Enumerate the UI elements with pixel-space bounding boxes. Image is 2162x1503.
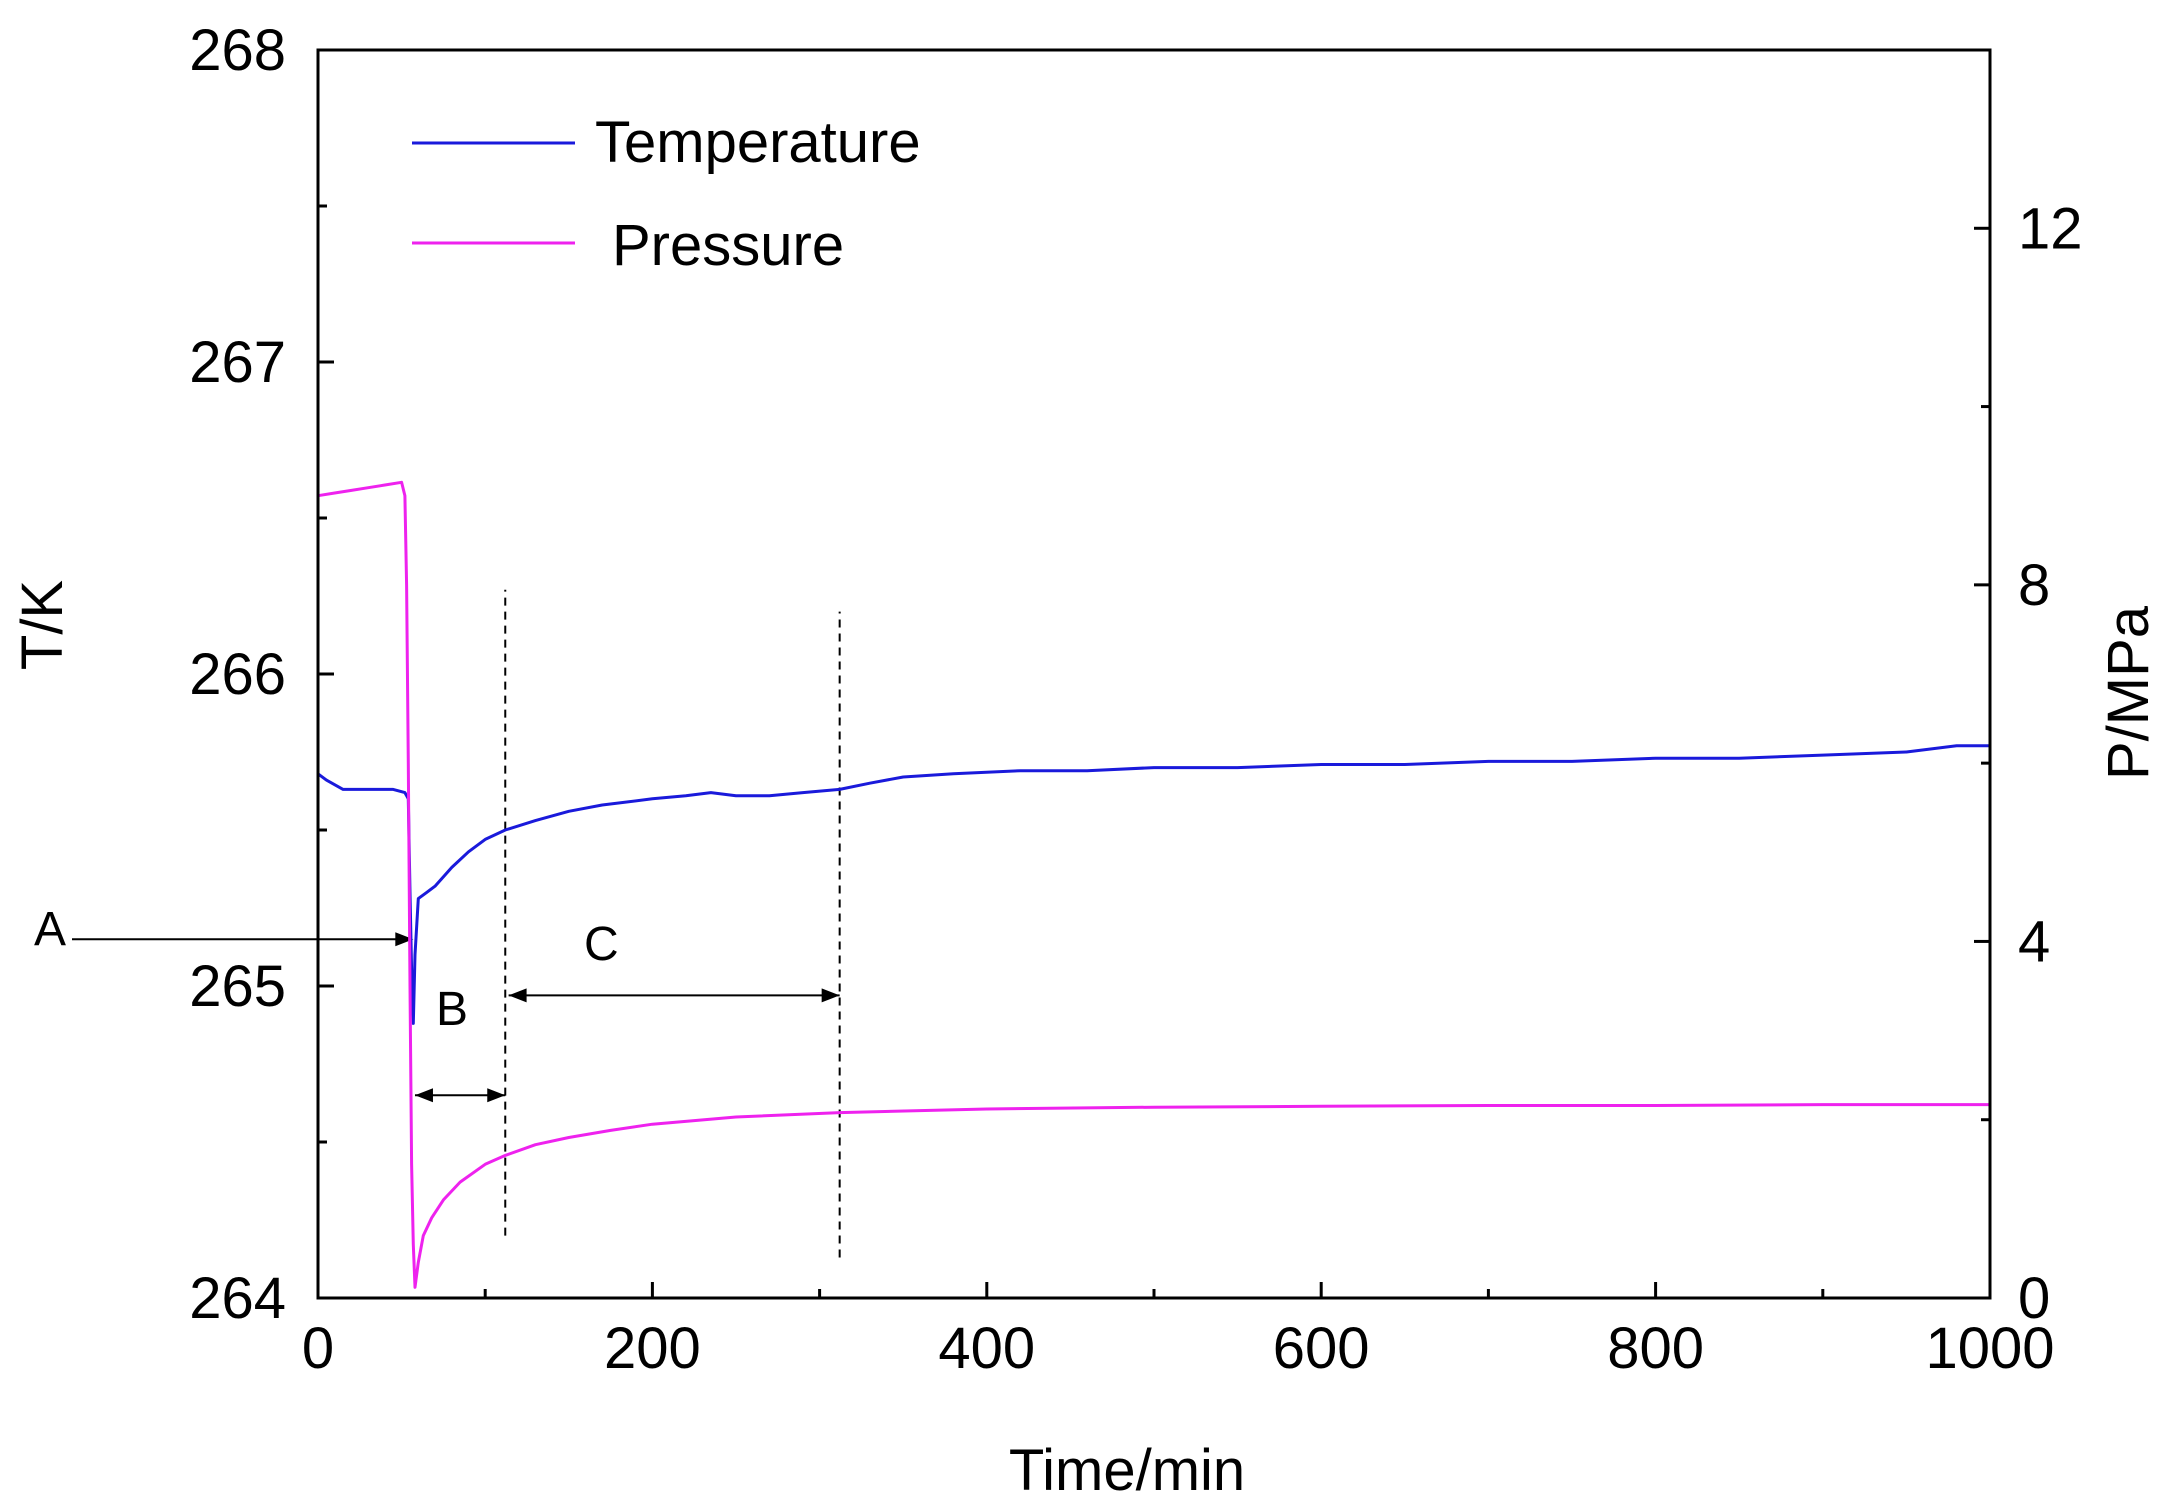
legend-pressure-label: Pressure [612, 213, 844, 278]
y-tick-label: 265 [189, 954, 286, 1019]
legend: Temperature Pressure [412, 110, 921, 278]
y-axis-label: T/K [10, 580, 75, 671]
annotation-arrow-b-right-head [487, 1088, 506, 1103]
y2-tick-label: 0 [2018, 1266, 2050, 1331]
annotation-label-b: B [436, 983, 468, 1036]
x-tick-label: 1000 [1925, 1316, 2054, 1381]
temperature-series-line [317, 744, 1990, 1025]
y-tick-label: 264 [189, 1266, 286, 1331]
x-tick-label: 0 [302, 1316, 334, 1381]
plot-frame [316, 48, 1992, 1300]
ticks-layer: 0 200 400 600 800 1000 264 265 266 267 268 0 4 8 12 [189, 18, 2082, 1381]
y-tick-label: 268 [189, 18, 286, 83]
annotation-label-c: C [584, 918, 619, 971]
y2-tick-label: 12 [2018, 196, 2083, 261]
y2-tick-label: 4 [2018, 909, 2050, 974]
annotations-layer [72, 589, 841, 1258]
x-tick-label: 200 [604, 1316, 701, 1381]
y-tick-label: 266 [189, 642, 286, 707]
legend-temperature-label: Temperature [595, 110, 921, 175]
y-tick-label: 267 [189, 330, 286, 395]
x-axis-label: Time/min [1009, 1438, 1245, 1503]
annotation-label-a: A [34, 903, 66, 956]
annotation-arrow-a-head [395, 932, 414, 947]
x-tick-label: 800 [1607, 1316, 1704, 1381]
annotation-arrow-c-left-head [508, 988, 527, 1003]
series-layer [317, 480, 1990, 1289]
annotation-arrow-b-left-head [414, 1088, 433, 1103]
pressure-series-line [317, 480, 1990, 1289]
y2-tick-label: 8 [2018, 553, 2050, 618]
annotation-arrow-c-right-head [821, 988, 840, 1003]
x-tick-label: 400 [938, 1316, 1035, 1381]
y2-axis-label: P/MPa [2096, 605, 2161, 780]
x-tick-label: 600 [1273, 1316, 1370, 1381]
